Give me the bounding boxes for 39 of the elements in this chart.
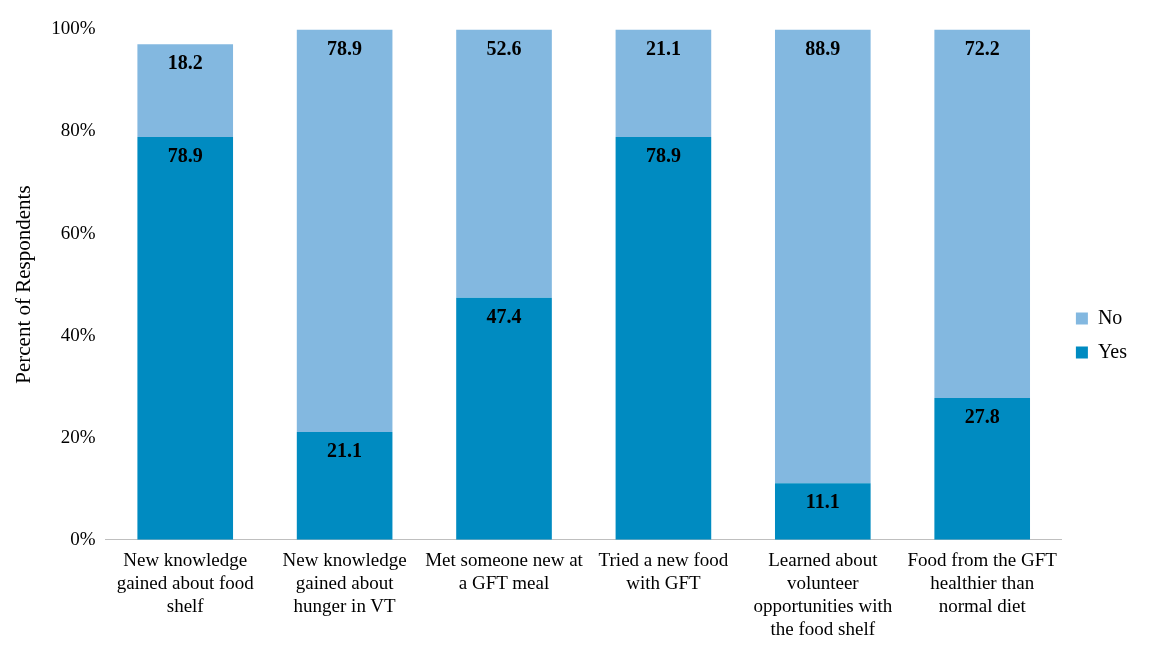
bar <box>774 29 871 484</box>
data-label: 78.9 <box>167 144 203 167</box>
data-label: 47.4 <box>486 305 522 328</box>
legend-label: No <box>1097 305 1123 328</box>
x-tick-label: Food from the GFT healthier than normal diet <box>907 549 1058 616</box>
y-axis-title: Percent of Respondents <box>11 185 36 384</box>
data-label: 72.2 <box>964 36 1000 59</box>
bar <box>934 29 1031 398</box>
bar <box>137 137 234 540</box>
data-label: 78.9 <box>645 144 681 167</box>
legend-label: Yes <box>1097 339 1128 362</box>
data-label: 78.9 <box>327 36 363 59</box>
data-label: 11.1 <box>805 490 840 513</box>
data-label: 18.2 <box>167 51 203 74</box>
data-label: 88.9 <box>805 36 841 59</box>
bar <box>137 44 234 138</box>
y-tick-label: 100% <box>51 17 96 39</box>
y-tick-label: 0% <box>70 527 96 549</box>
data-label: 27.8 <box>964 405 1000 428</box>
bar <box>934 397 1031 540</box>
y-tick-label: 20% <box>60 425 96 447</box>
bar <box>456 29 552 298</box>
data-label: 21.1 <box>327 439 363 462</box>
bar <box>615 137 712 540</box>
y-tick-label: 80% <box>60 119 96 141</box>
y-tick-label: 40% <box>60 323 96 345</box>
x-tick-label: Tried a new food with GFT <box>598 549 729 593</box>
y-tick-label: 60% <box>60 221 96 243</box>
bar <box>296 29 393 433</box>
bar <box>774 483 871 540</box>
x-tick-label: New knowledge gained about hunger in VT <box>282 549 407 616</box>
x-tick-label: New knowledge gained about food shelf <box>116 549 255 616</box>
x-tick-label: Met someone new at a GFT meal <box>425 549 584 593</box>
bar <box>296 432 393 540</box>
bar <box>456 297 552 540</box>
data-label: 21.1 <box>645 36 681 59</box>
x-tick-label: Learned about volunteer opportunities with the food shelf <box>753 549 893 639</box>
data-label: 52.6 <box>486 36 522 59</box>
bar <box>615 29 712 138</box>
